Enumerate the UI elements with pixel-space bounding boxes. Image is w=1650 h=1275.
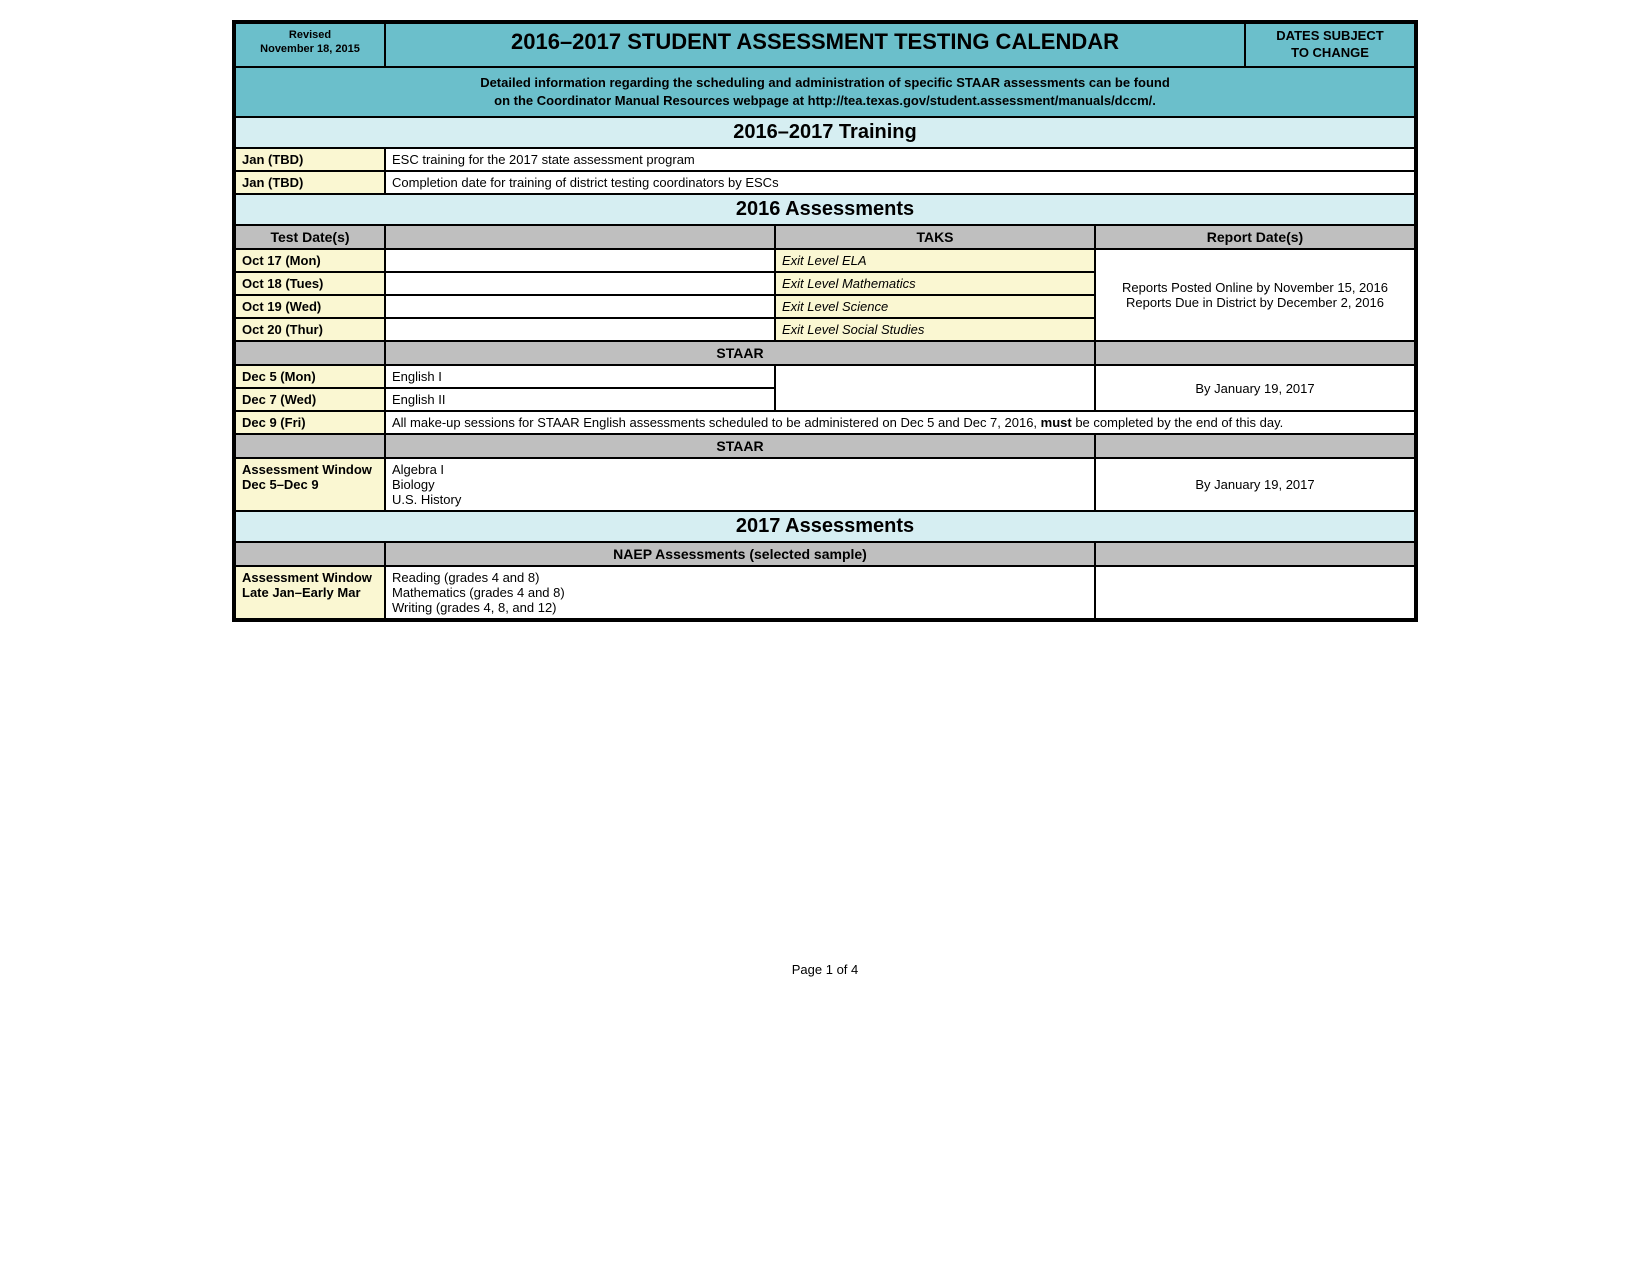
- naep-subject-3: Writing (grades 4, 8, and 12): [392, 600, 557, 615]
- column-headers-row: Test Date(s) TAKS Report Date(s): [235, 225, 1415, 249]
- taks-blank-3: [385, 318, 775, 341]
- taks-subject-1: Exit Level Mathematics: [775, 272, 1095, 295]
- subtitle-row: Detailed information regarding the sched…: [235, 67, 1415, 117]
- dates-subject-cell: DATES SUBJECT TO CHANGE: [1245, 23, 1415, 67]
- taks-blank-0: [385, 249, 775, 272]
- staar1-makeup-date: Dec 9 (Fri): [235, 411, 385, 434]
- staar2-subject-1: Algebra I: [392, 462, 444, 477]
- subtitle-line1: Detailed information regarding the sched…: [480, 75, 1170, 90]
- staar2-report: By January 19, 2017: [1095, 458, 1415, 511]
- taks-subject-2: Exit Level Science: [775, 295, 1095, 318]
- staar2-header-blank2: [1095, 434, 1415, 458]
- page-number: Page 1 of 4: [792, 962, 859, 977]
- staar1-desc-0: English I: [385, 365, 775, 388]
- naep-header-blank1: [235, 542, 385, 566]
- assessments-2016-header-row: 2016 Assessments: [235, 194, 1415, 225]
- taks-report-line1: Reports Posted Online by November 15, 20…: [1122, 280, 1388, 295]
- makeup-text-c: be completed by the end of this day.: [1072, 415, 1284, 430]
- staar2-subjects: Algebra I Biology U.S. History: [385, 458, 1095, 511]
- staar1-header-blank2: [1095, 341, 1415, 365]
- makeup-text-b: must: [1041, 415, 1072, 430]
- staar2-subject-3: U.S. History: [392, 492, 461, 507]
- dates-subject-line1: DATES SUBJECT: [1276, 28, 1383, 43]
- staar2-header-row: STAAR: [235, 434, 1415, 458]
- staar2-header-label: STAAR: [385, 434, 1095, 458]
- subtitle-line2: on the Coordinator Manual Resources webp…: [494, 93, 1156, 108]
- revised-cell: Revised November 18, 2015: [235, 23, 385, 67]
- naep-subjects: Reading (grades 4 and 8) Mathematics (gr…: [385, 566, 1095, 619]
- makeup-text-a: All make-up sessions for STAAR English a…: [392, 415, 1041, 430]
- staar1-header-label: STAAR: [385, 341, 1095, 365]
- title-cell: 2016–2017 STUDENT ASSESSMENT TESTING CAL…: [385, 23, 1245, 67]
- revised-label: Revised: [289, 29, 331, 41]
- page-footer: Page 1 of 4: [235, 962, 1415, 977]
- staar2-window-line2: Dec 5–Dec 9: [242, 477, 319, 492]
- dates-subject-line2: TO CHANGE: [1291, 45, 1369, 60]
- naep-window-line2: Late Jan–Early Mar: [242, 585, 361, 600]
- staar1-mid-blank: [775, 365, 1095, 411]
- taks-report-line2: Reports Due in District by December 2, 2…: [1126, 295, 1384, 310]
- staar2-subject-2: Biology: [392, 477, 435, 492]
- naep-subject-2: Mathematics (grades 4 and 8): [392, 585, 565, 600]
- assessments-2017-title: 2017 Assessments: [235, 511, 1415, 542]
- naep-header-row: NAEP Assessments (selected sample): [235, 542, 1415, 566]
- staar2-header-blank1: [235, 434, 385, 458]
- assessments-2016-title: 2016 Assessments: [235, 194, 1415, 225]
- training-desc-0: ESC training for the 2017 state assessme…: [385, 148, 1415, 171]
- taks-left-block: Oct 17 (Mon) Exit Level ELA Oct 18 (Tues…: [235, 249, 1095, 341]
- staar1-header-blank1: [235, 341, 385, 365]
- staar1-date-0: Dec 5 (Mon): [235, 365, 385, 388]
- naep-subject-1: Reading (grades 4 and 8): [392, 570, 539, 585]
- calendar-table: Revised November 18, 2015 2016–2017 STUD…: [232, 20, 1418, 622]
- staar1-left-block: Dec 5 (Mon) English I Dec 7 (Wed) Englis…: [235, 365, 775, 411]
- training-header-row: 2016–2017 Training: [235, 117, 1415, 148]
- staar2-window: Assessment Window Dec 5–Dec 9: [235, 458, 385, 511]
- naep-header-label: NAEP Assessments (selected sample): [385, 542, 1095, 566]
- taks-blank-2: [385, 295, 775, 318]
- staar1-desc-1: English II: [385, 388, 775, 411]
- header-row: Revised November 18, 2015 2016–2017 STUD…: [235, 23, 1415, 67]
- naep-report-blank: [1095, 566, 1415, 619]
- naep-header-blank2: [1095, 542, 1415, 566]
- staar1-report: By January 19, 2017: [1095, 365, 1415, 411]
- revised-date: November 18, 2015: [260, 43, 360, 55]
- staar2-window-line1: Assessment Window: [242, 462, 372, 477]
- taks-date-3: Oct 20 (Thur): [235, 318, 385, 341]
- naep-row: Assessment Window Late Jan–Early Mar Rea…: [235, 566, 1415, 619]
- taks-date-1: Oct 18 (Tues): [235, 272, 385, 295]
- staar1-header-row: STAAR: [235, 341, 1415, 365]
- col-header-taks: TAKS: [775, 225, 1095, 249]
- main-title: 2016–2017 STUDENT ASSESSMENT TESTING CAL…: [511, 29, 1119, 54]
- taks-block: Oct 17 (Mon) Exit Level ELA Oct 18 (Tues…: [235, 249, 1415, 341]
- col-header-blank: [385, 225, 775, 249]
- staar2-row: Assessment Window Dec 5–Dec 9 Algebra I …: [235, 458, 1415, 511]
- training-row-0: Jan (TBD) ESC training for the 2017 stat…: [235, 148, 1415, 171]
- assessments-2017-header-row: 2017 Assessments: [235, 511, 1415, 542]
- training-date-1: Jan (TBD): [235, 171, 385, 194]
- training-date-0: Jan (TBD): [235, 148, 385, 171]
- staar1-makeup-row: Dec 9 (Fri) All make-up sessions for STA…: [235, 411, 1415, 434]
- taks-date-2: Oct 19 (Wed): [235, 295, 385, 318]
- staar1-makeup-text: All make-up sessions for STAAR English a…: [385, 411, 1415, 434]
- taks-subject-0: Exit Level ELA: [775, 249, 1095, 272]
- col-header-report-dates: Report Date(s): [1095, 225, 1415, 249]
- naep-window: Assessment Window Late Jan–Early Mar: [235, 566, 385, 619]
- naep-window-line1: Assessment Window: [242, 570, 372, 585]
- col-header-test-dates: Test Date(s): [235, 225, 385, 249]
- training-desc-1: Completion date for training of district…: [385, 171, 1415, 194]
- staar1-date-1: Dec 7 (Wed): [235, 388, 385, 411]
- taks-subject-3: Exit Level Social Studies: [775, 318, 1095, 341]
- training-section-title: 2016–2017 Training: [235, 117, 1415, 148]
- taks-date-0: Oct 17 (Mon): [235, 249, 385, 272]
- training-row-1: Jan (TBD) Completion date for training o…: [235, 171, 1415, 194]
- staar1-block: Dec 5 (Mon) English I Dec 7 (Wed) Englis…: [235, 365, 1415, 411]
- taks-blank-1: [385, 272, 775, 295]
- subtitle-cell: Detailed information regarding the sched…: [235, 67, 1415, 117]
- taks-report-cell: Reports Posted Online by November 15, 20…: [1095, 249, 1415, 341]
